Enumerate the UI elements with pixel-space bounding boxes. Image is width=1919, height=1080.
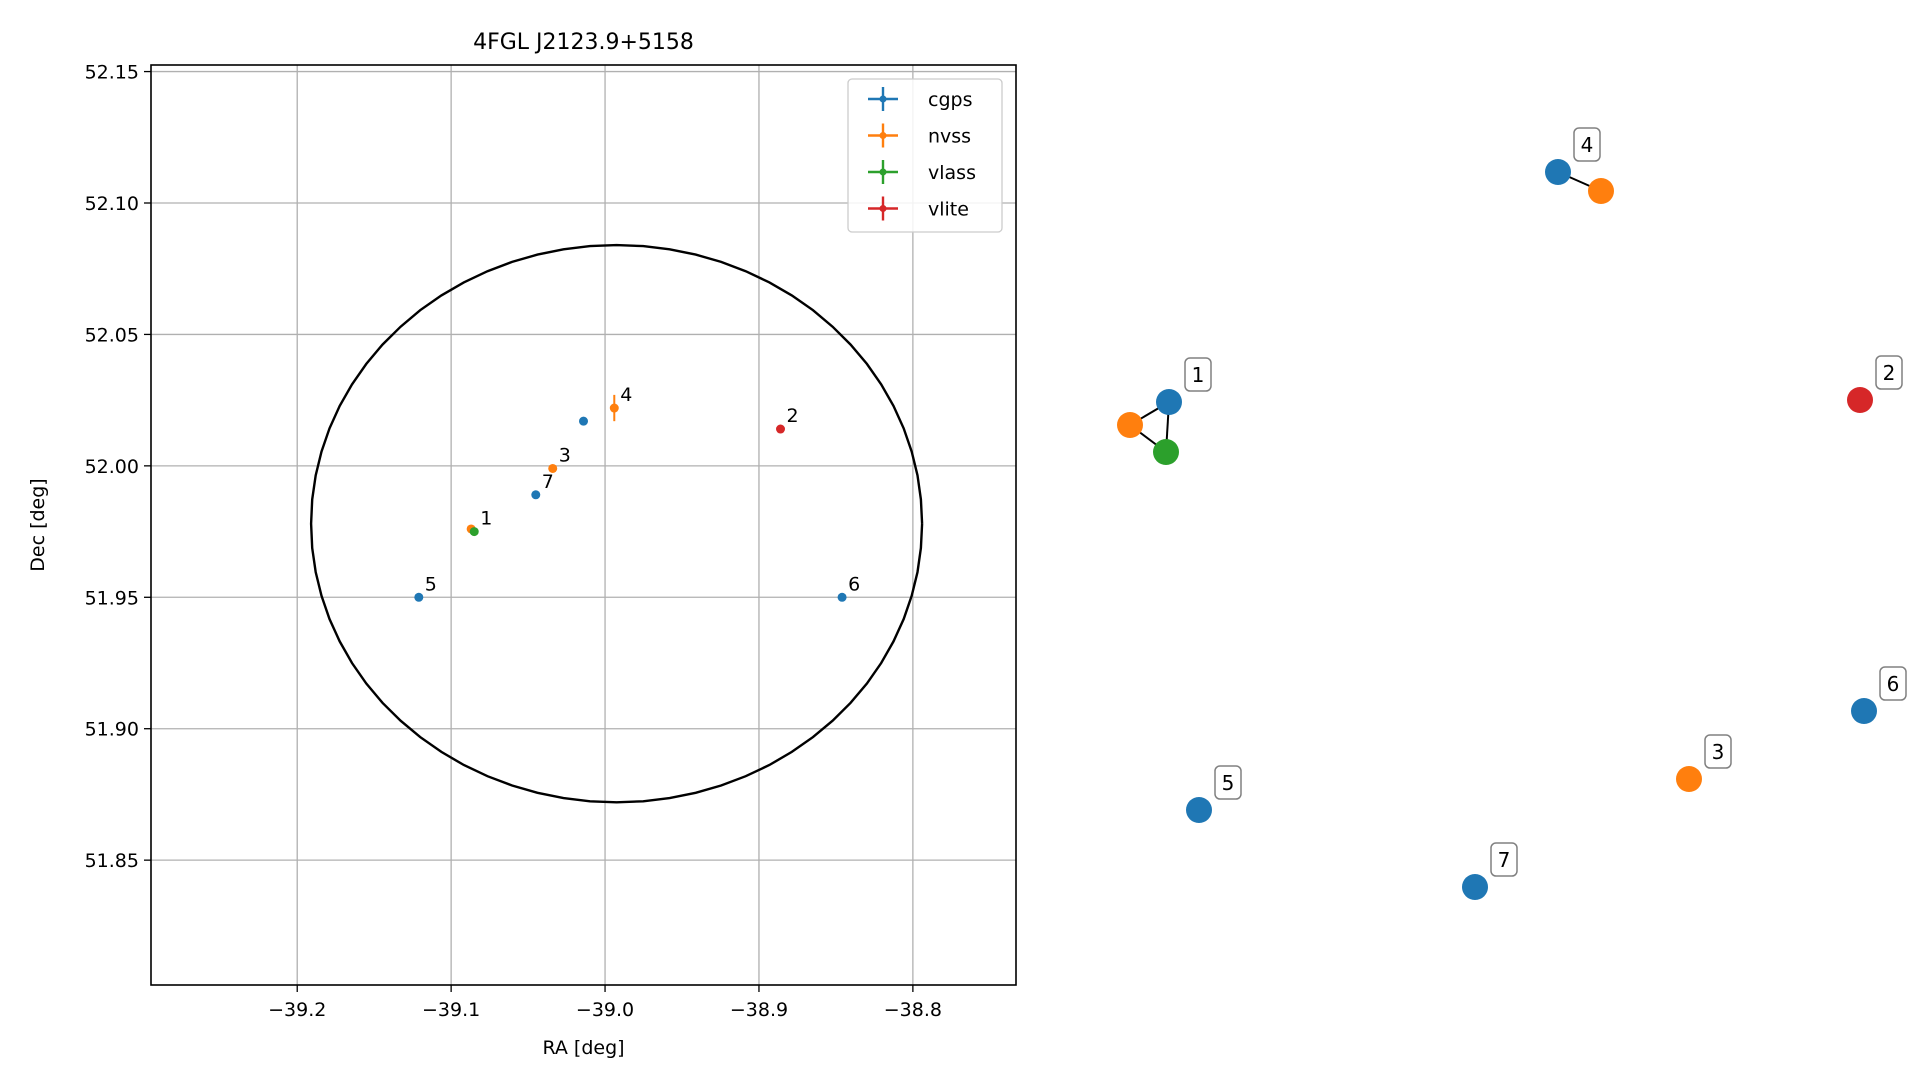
x-tick-label: −38.9 <box>730 999 788 1021</box>
cgps-node <box>1851 698 1877 724</box>
legend-label: vlass <box>928 162 976 184</box>
legend-box <box>847 78 1003 233</box>
chart-title: 4FGL J2123.9+5158 <box>473 30 694 55</box>
node-label-box <box>1214 765 1242 800</box>
legend-marker <box>879 95 887 103</box>
node-label: 5 <box>1222 771 1235 795</box>
legend-label: vlite <box>928 199 969 221</box>
node-label-box <box>1490 842 1518 877</box>
node-label: 7 <box>1498 848 1511 872</box>
y-tick-label: 51.90 <box>85 719 139 741</box>
nvss-node <box>1117 412 1143 438</box>
node-label-box <box>1875 355 1903 390</box>
nvss-node <box>1588 178 1614 204</box>
node-label-box <box>1184 357 1212 392</box>
localization-ellipse <box>309 243 924 804</box>
cgps-node <box>1545 159 1571 185</box>
node-label-box <box>1704 734 1732 769</box>
vlite-node <box>1847 387 1873 413</box>
cgps-node <box>1156 389 1182 415</box>
graph-links <box>1129 171 1602 453</box>
cgps-point <box>414 592 424 602</box>
cgps-node <box>1462 874 1488 900</box>
y-tick-label: 52.05 <box>85 324 139 346</box>
point-labels: 5 6 7 4 3 1 2 <box>425 384 860 595</box>
node-label-box <box>1573 127 1601 162</box>
x-tick-label: −39.2 <box>268 999 326 1021</box>
graph-nodes <box>1117 159 1877 900</box>
nvss-node <box>1676 766 1702 792</box>
y-axis-ticks: 51.85 51.90 51.95 52.00 52.05 52.10 52.15 <box>85 62 151 872</box>
nvss-point <box>548 463 558 473</box>
cgps-point <box>579 416 588 426</box>
cgps-point <box>837 592 847 602</box>
node-label: 6 <box>1887 672 1900 696</box>
y-tick-label: 52.10 <box>85 193 139 215</box>
x-axis-ticks: −39.2 −39.1 −39.0 −38.9 −38.8 <box>268 985 942 1021</box>
x-tick-label: −39.1 <box>422 999 480 1021</box>
vlass-node <box>1153 439 1179 465</box>
x-axis-label: RA [deg] <box>542 1037 624 1059</box>
node-label: 3 <box>1712 740 1725 764</box>
data-points <box>414 394 847 602</box>
vlass-point <box>469 527 479 537</box>
x-tick-label: −38.8 <box>884 999 942 1021</box>
y-tick-label: 52.15 <box>85 62 139 84</box>
legend: cgps nvss vlass vlite <box>847 78 1003 233</box>
legend-label: nvss <box>928 126 971 148</box>
cgps-point <box>531 490 541 500</box>
y-tick-label: 51.95 <box>85 587 139 609</box>
point-label: 5 <box>425 573 437 595</box>
node-label-box <box>1879 666 1907 701</box>
graph-node-labels: 1 4 2 6 3 5 7 <box>1184 127 1907 877</box>
legend-marker <box>879 168 887 176</box>
point-label: 2 <box>787 405 799 427</box>
legend-marker <box>879 205 887 212</box>
legend-label: cgps <box>928 89 972 111</box>
cgps-node <box>1186 797 1212 823</box>
point-label: 7 <box>542 471 554 493</box>
grid <box>151 65 1016 985</box>
y-axis-label: Dec [deg] <box>27 478 49 571</box>
point-label: 6 <box>848 573 860 595</box>
node-label: 1 <box>1192 363 1205 387</box>
y-tick-label: 52.00 <box>85 456 139 478</box>
vlite-point <box>776 424 786 434</box>
point-label: 3 <box>559 444 571 466</box>
x-tick-label: −39.0 <box>576 999 634 1021</box>
point-label: 4 <box>620 384 632 406</box>
nvss-point <box>609 403 619 413</box>
ellipse-outline <box>309 243 924 804</box>
legend-marker <box>879 132 887 139</box>
y-tick-label: 51.85 <box>85 850 139 872</box>
node-label: 2 <box>1883 361 1896 385</box>
node-label: 4 <box>1581 133 1594 157</box>
point-label: 1 <box>480 508 492 530</box>
plot-frame <box>150 64 1017 986</box>
association-graph: 1 4 2 6 3 5 7 <box>1117 127 1907 900</box>
